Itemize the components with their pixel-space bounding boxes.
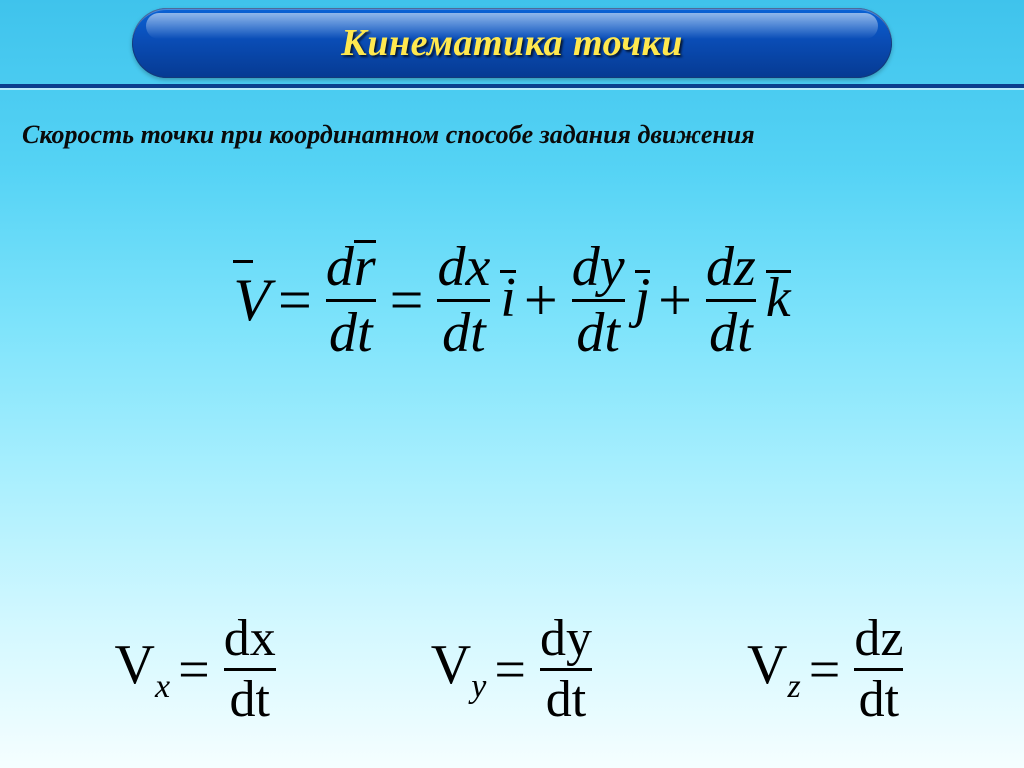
slide-subtitle: Скорость точки при координатном способе … [0, 100, 1024, 150]
equation-components: Vx = dx dt Vy = dy dt Vz = dz dt [0, 612, 1024, 728]
equals-sign: = [270, 266, 320, 335]
unit-k: k [766, 266, 791, 330]
symbol-Vx: Vx [115, 633, 171, 706]
symbol-r-vector: r [354, 238, 376, 297]
unit-i: i [500, 266, 516, 330]
equation-main: V = dr dt = dx dt i + dy dt j + dz dt [0, 238, 1024, 363]
plus-sign: + [516, 266, 566, 335]
title-pill: Кинематика точки [132, 8, 892, 78]
frac-dy-dt: dy dt [572, 238, 625, 363]
frac-dx-dt: dx dt [437, 238, 490, 363]
symbol-V-vector: V [233, 266, 270, 335]
symbol-Vy: Vy [431, 633, 487, 706]
slide-title: Кинематика точки [341, 21, 683, 65]
title-underline [0, 84, 1024, 90]
unit-j: j [635, 266, 651, 330]
eq-vy: Vy = dy dt [431, 612, 598, 728]
symbol-Vz: Vz [747, 633, 801, 706]
frac-dr-dt: dr dt [326, 238, 376, 363]
frac-dz-dt: dz dt [706, 238, 756, 363]
eq-vz: Vz = dz dt [747, 612, 909, 728]
title-bar: Кинематика точки [0, 0, 1024, 100]
equals-sign-2: = [382, 266, 432, 335]
eq-vx: Vx = dx dt [115, 612, 282, 728]
plus-sign-2: + [650, 266, 700, 335]
